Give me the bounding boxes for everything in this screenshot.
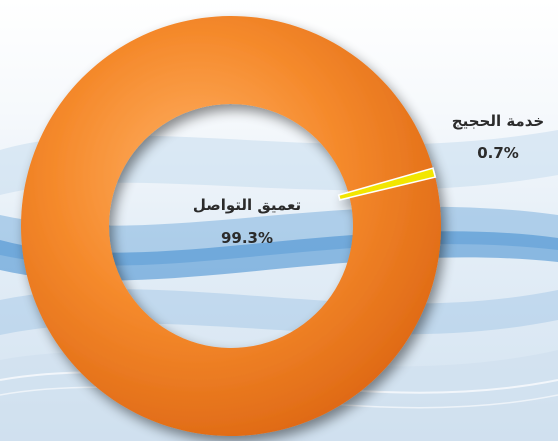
slice-label-minor: خدمة الحجيج [452,112,544,130]
slice-value-minor: 0.7% [477,144,519,162]
donut-slices [20,15,441,436]
slice-main [20,15,441,436]
slice-label-main: تعميق التواصل [193,196,301,214]
slice-value-main: 99.3% [221,229,273,247]
slice-minor [337,167,437,201]
slice-labels: تعميق التواصل 99.3% خدمة الحجيج 0.7% [193,112,544,247]
